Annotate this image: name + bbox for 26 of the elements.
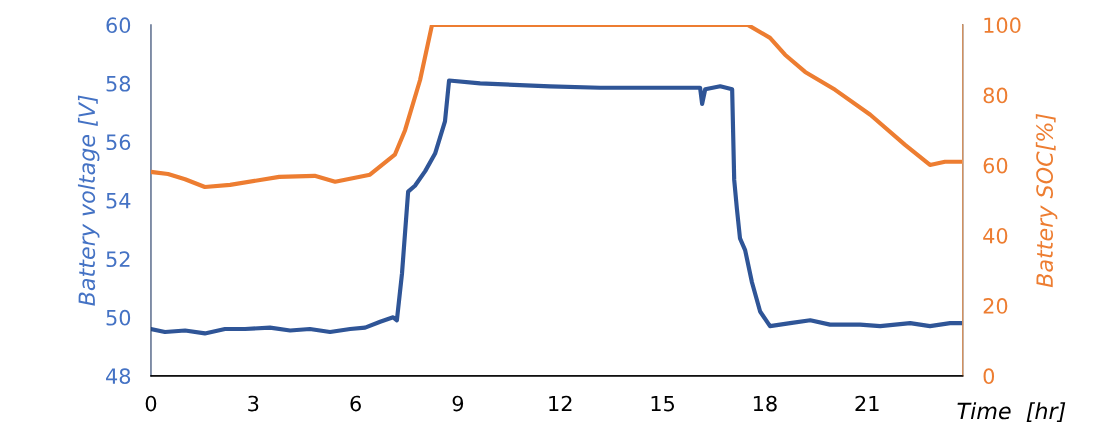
x-tick-label: 21 [855, 395, 879, 412]
x-axis-title: Time [hr] [957, 402, 1066, 422]
y-tick-label: 54 [106, 193, 131, 209]
y-tick-label: 60 [106, 17, 131, 34]
x-tick-label: 6 [350, 395, 361, 412]
y2-axis-title: Battery SOC[%] [1035, 114, 1058, 288]
y2-tick-label: 20 [983, 298, 1008, 314]
y2-tick-label: 100 [984, 17, 1021, 34]
y2-tick-label: 80 [983, 87, 1008, 104]
y-tick-label: 50 [106, 309, 131, 326]
line-series [150, 78, 963, 336]
x-tick-label: 18 [753, 395, 777, 412]
y2-tick-label: 40 [983, 227, 1008, 244]
x-tick-label: 3 [248, 395, 259, 412]
y2-tick-label: 60 [983, 157, 1008, 174]
y-tick-label: 56 [106, 134, 131, 151]
x-tick-label: 12 [549, 395, 572, 412]
x-tick-label: 9 [452, 395, 464, 412]
x-tick-label: 15 [651, 395, 675, 412]
x-tick-label: 0 [145, 395, 157, 412]
y-tick-label: 52 [106, 251, 130, 268]
y-tick-label: 58 [106, 75, 131, 92]
y-axis-title: Battery voltage [V] [77, 95, 100, 306]
y2-tick-label: 0 [983, 368, 995, 385]
y-tick-label: 48 [106, 368, 131, 385]
line-series [150, 24, 963, 190]
